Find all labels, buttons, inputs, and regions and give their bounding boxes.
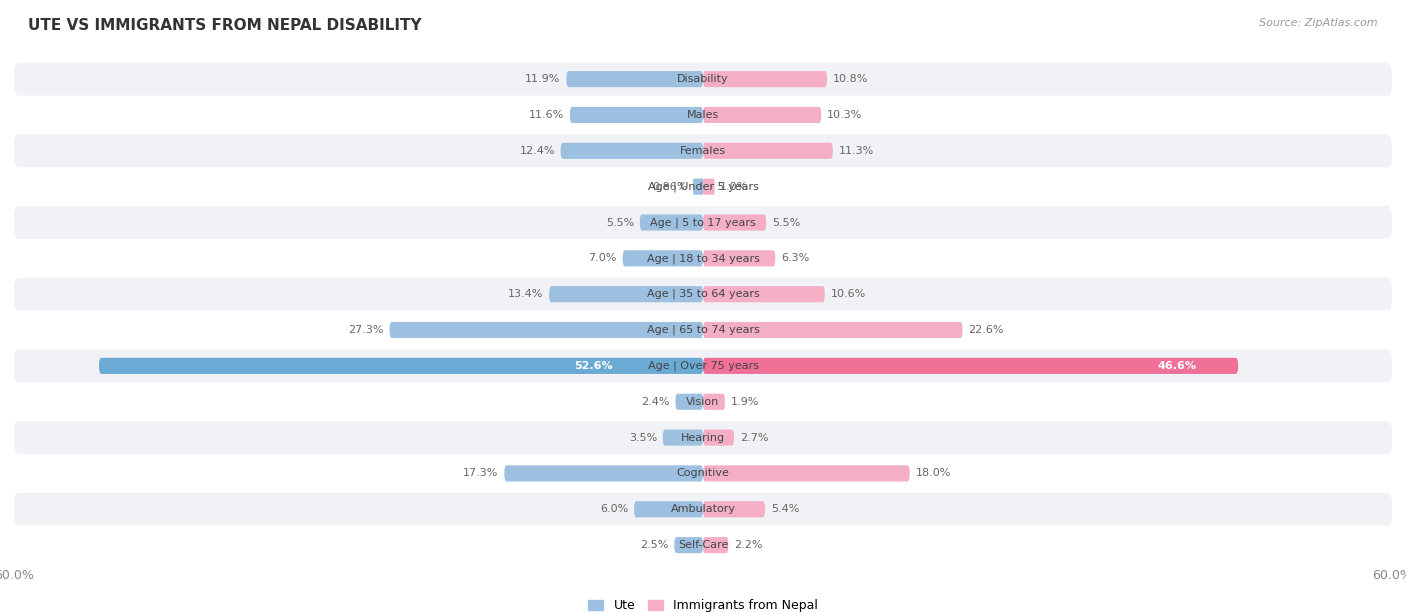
Text: 12.4%: 12.4%	[519, 146, 555, 156]
FancyBboxPatch shape	[623, 250, 703, 266]
FancyBboxPatch shape	[14, 385, 1392, 418]
Text: Males: Males	[688, 110, 718, 120]
Text: 0.86%: 0.86%	[652, 182, 688, 192]
Text: 10.3%: 10.3%	[827, 110, 862, 120]
FancyBboxPatch shape	[703, 322, 963, 338]
Text: Age | 18 to 34 years: Age | 18 to 34 years	[647, 253, 759, 264]
FancyBboxPatch shape	[14, 349, 1392, 382]
Text: Self-Care: Self-Care	[678, 540, 728, 550]
FancyBboxPatch shape	[703, 250, 775, 266]
FancyBboxPatch shape	[703, 286, 825, 302]
FancyBboxPatch shape	[505, 465, 703, 482]
Text: 3.5%: 3.5%	[628, 433, 657, 442]
Text: 17.3%: 17.3%	[463, 468, 499, 479]
Text: Age | Over 75 years: Age | Over 75 years	[648, 360, 758, 371]
FancyBboxPatch shape	[703, 465, 910, 482]
FancyBboxPatch shape	[703, 501, 765, 517]
FancyBboxPatch shape	[14, 313, 1392, 346]
Text: 6.0%: 6.0%	[600, 504, 628, 514]
FancyBboxPatch shape	[675, 394, 703, 410]
Text: 2.5%: 2.5%	[640, 540, 669, 550]
FancyBboxPatch shape	[14, 62, 1392, 95]
Text: 22.6%: 22.6%	[969, 325, 1004, 335]
Text: Disability: Disability	[678, 74, 728, 84]
Text: 5.5%: 5.5%	[772, 217, 800, 228]
FancyBboxPatch shape	[14, 242, 1392, 275]
Text: Age | 35 to 64 years: Age | 35 to 64 years	[647, 289, 759, 299]
Text: Ambulatory: Ambulatory	[671, 504, 735, 514]
FancyBboxPatch shape	[14, 493, 1392, 526]
FancyBboxPatch shape	[14, 457, 1392, 490]
Text: 13.4%: 13.4%	[508, 289, 543, 299]
FancyBboxPatch shape	[561, 143, 703, 159]
FancyBboxPatch shape	[703, 394, 725, 410]
Text: 46.6%: 46.6%	[1157, 361, 1197, 371]
Text: Females: Females	[681, 146, 725, 156]
FancyBboxPatch shape	[640, 214, 703, 231]
FancyBboxPatch shape	[703, 143, 832, 159]
FancyBboxPatch shape	[14, 529, 1392, 562]
Text: 6.3%: 6.3%	[782, 253, 810, 263]
FancyBboxPatch shape	[569, 107, 703, 123]
Text: Age | 5 to 17 years: Age | 5 to 17 years	[650, 217, 756, 228]
FancyBboxPatch shape	[14, 134, 1392, 167]
FancyBboxPatch shape	[14, 206, 1392, 239]
Text: 5.5%: 5.5%	[606, 217, 634, 228]
Text: Cognitive: Cognitive	[676, 468, 730, 479]
FancyBboxPatch shape	[703, 179, 714, 195]
Text: Age | Under 5 years: Age | Under 5 years	[648, 181, 758, 192]
FancyBboxPatch shape	[662, 430, 703, 446]
FancyBboxPatch shape	[675, 537, 703, 553]
Text: Vision: Vision	[686, 397, 720, 407]
FancyBboxPatch shape	[703, 107, 821, 123]
Text: 10.8%: 10.8%	[832, 74, 868, 84]
Text: 11.9%: 11.9%	[526, 74, 561, 84]
Text: 10.6%: 10.6%	[831, 289, 866, 299]
FancyBboxPatch shape	[703, 358, 1239, 374]
FancyBboxPatch shape	[14, 170, 1392, 203]
FancyBboxPatch shape	[14, 278, 1392, 311]
FancyBboxPatch shape	[703, 71, 827, 87]
FancyBboxPatch shape	[703, 214, 766, 231]
FancyBboxPatch shape	[703, 537, 728, 553]
Text: 2.2%: 2.2%	[734, 540, 762, 550]
Text: 1.9%: 1.9%	[731, 397, 759, 407]
Text: 18.0%: 18.0%	[915, 468, 950, 479]
Text: 1.0%: 1.0%	[720, 182, 748, 192]
Text: 2.4%: 2.4%	[641, 397, 669, 407]
FancyBboxPatch shape	[703, 430, 734, 446]
Text: 27.3%: 27.3%	[349, 325, 384, 335]
FancyBboxPatch shape	[693, 179, 703, 195]
Text: UTE VS IMMIGRANTS FROM NEPAL DISABILITY: UTE VS IMMIGRANTS FROM NEPAL DISABILITY	[28, 18, 422, 34]
FancyBboxPatch shape	[98, 358, 703, 374]
Text: Age | 65 to 74 years: Age | 65 to 74 years	[647, 325, 759, 335]
Text: 5.4%: 5.4%	[770, 504, 799, 514]
Text: 11.3%: 11.3%	[838, 146, 873, 156]
Text: 7.0%: 7.0%	[589, 253, 617, 263]
Text: Hearing: Hearing	[681, 433, 725, 442]
Text: 11.6%: 11.6%	[529, 110, 564, 120]
FancyBboxPatch shape	[14, 421, 1392, 454]
FancyBboxPatch shape	[567, 71, 703, 87]
Text: 52.6%: 52.6%	[574, 361, 613, 371]
FancyBboxPatch shape	[550, 286, 703, 302]
FancyBboxPatch shape	[14, 99, 1392, 132]
FancyBboxPatch shape	[634, 501, 703, 517]
FancyBboxPatch shape	[389, 322, 703, 338]
Text: Source: ZipAtlas.com: Source: ZipAtlas.com	[1260, 18, 1378, 28]
Text: 2.7%: 2.7%	[740, 433, 768, 442]
Legend: Ute, Immigrants from Nepal: Ute, Immigrants from Nepal	[583, 594, 823, 612]
